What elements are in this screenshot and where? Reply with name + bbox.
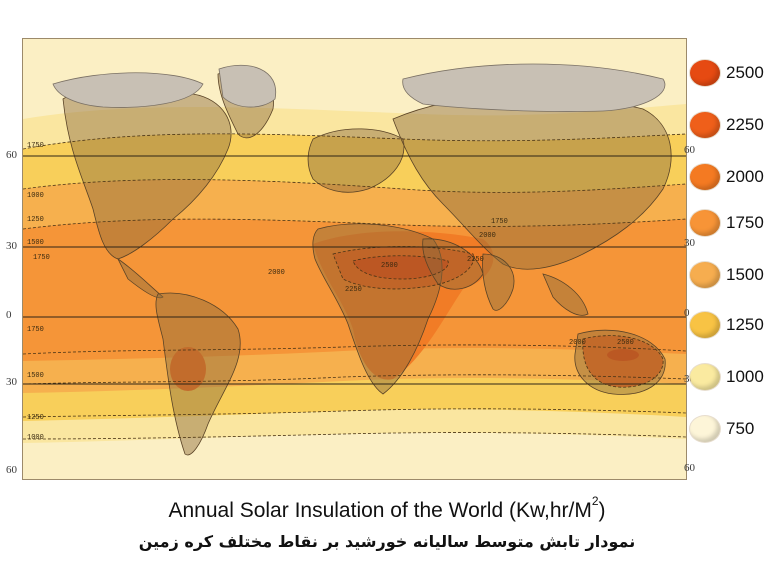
continents	[62, 70, 672, 456]
lat-label-left-0: 0	[6, 309, 12, 321]
legend-label-2250: 2250	[726, 115, 764, 134]
legend-item-1250: 1250	[690, 309, 774, 341]
legend-item-1500: 1500	[690, 259, 774, 291]
units-text: (Kw,hr/M2)	[508, 494, 606, 522]
lat-label-left-60s: 60	[6, 464, 17, 476]
legend-item-2000: 2000	[690, 161, 774, 193]
legend-item-1000: 1000	[690, 361, 774, 393]
legend-label-1000: 1000	[726, 367, 764, 386]
contour-label-2250-af: 2250	[345, 286, 362, 294]
africa	[312, 223, 443, 395]
contour-label-1750-as: 1750	[491, 218, 508, 226]
legend-label-1250: 1250	[726, 315, 764, 334]
contour-label-1750-nw: 1750	[27, 142, 44, 150]
lat-label-right-0: 0	[684, 307, 690, 319]
legend-swatch-2000	[690, 164, 720, 190]
solar-map: 1750 1000 1250 1500 1750 1750 1500 1250 …	[22, 38, 687, 480]
contour-label-2250-ar: 2250	[467, 256, 484, 264]
legend-swatch-2250	[690, 112, 720, 138]
contour-label-2000-as: 2000	[479, 232, 496, 240]
map-title: Annual Solar Insulation of the World (Kw…	[0, 494, 774, 523]
lat-label-left-30n: 30	[6, 240, 17, 252]
lat-label-left-60n: 60	[6, 149, 17, 161]
india	[482, 253, 515, 311]
australia-2500	[607, 349, 639, 361]
legend-label-2500: 2500	[726, 63, 764, 82]
contour-label-2000-af: 2000	[268, 269, 285, 277]
lat-label-right-60s: 60	[684, 462, 695, 474]
legend-swatch-1750	[690, 210, 720, 236]
legend-label-1750: 1750	[726, 213, 764, 232]
legend-label-1500: 1500	[726, 265, 764, 284]
south-america	[155, 292, 241, 456]
contours	[23, 133, 686, 440]
arctic-land	[52, 63, 666, 112]
lat-label-right-30s: 30	[684, 374, 695, 385]
legend-swatch-1250	[690, 312, 720, 338]
title-text: Annual Solar Insulation of the World	[168, 499, 504, 522]
central-america	[116, 257, 164, 299]
lat-label-right-60n: 60	[684, 144, 695, 156]
contour-label-1250-s: 1250	[27, 414, 44, 422]
contour-label-1000-s: 1000	[27, 434, 44, 442]
legend-item-2500: 2500	[690, 57, 774, 89]
contour-label-2500-au: 2500	[617, 339, 634, 347]
band-2500	[353, 255, 449, 279]
legend-swatch-1500	[690, 262, 720, 288]
legend-swatch-750	[690, 416, 720, 442]
legend-swatch-2500	[690, 60, 720, 86]
contour-label-1750-w: 1750	[33, 254, 50, 262]
map-subtitle: نمودار تابش متوسط سالیانه خورشید بر نقاط…	[138, 532, 636, 551]
contour-label-1500-s: 1500	[27, 372, 44, 380]
contour-label-2500-af: 2500	[381, 262, 398, 270]
contour-label-1500-w: 1500	[27, 239, 44, 247]
latitude-lines	[23, 155, 686, 385]
lat-label-right-30n: 30	[684, 237, 695, 249]
contour-label-2000-au: 2000	[569, 339, 586, 347]
europe	[307, 128, 405, 193]
contour-label-1000-w: 1000	[27, 192, 44, 200]
units-close: )	[598, 499, 606, 522]
legend-item-2250: 2250	[690, 109, 774, 141]
legend-swatch-1000	[690, 364, 720, 390]
contour-label-1750-eq: 1750	[27, 326, 44, 334]
se-asia	[542, 273, 589, 316]
units-open: (Kw,hr/M	[508, 499, 592, 522]
lat-label-left-30s: 30	[6, 376, 17, 388]
legend-item-1750: 1750	[690, 207, 774, 239]
southamerica-2000	[170, 347, 206, 391]
legend-item-750: 750	[690, 413, 774, 445]
legend-label-2000: 2000	[726, 167, 764, 186]
legend-label-750: 750	[726, 419, 755, 438]
contour-label-1250-w: 1250	[27, 216, 44, 224]
australia	[574, 329, 666, 395]
units-superscript: 2	[591, 494, 599, 508]
